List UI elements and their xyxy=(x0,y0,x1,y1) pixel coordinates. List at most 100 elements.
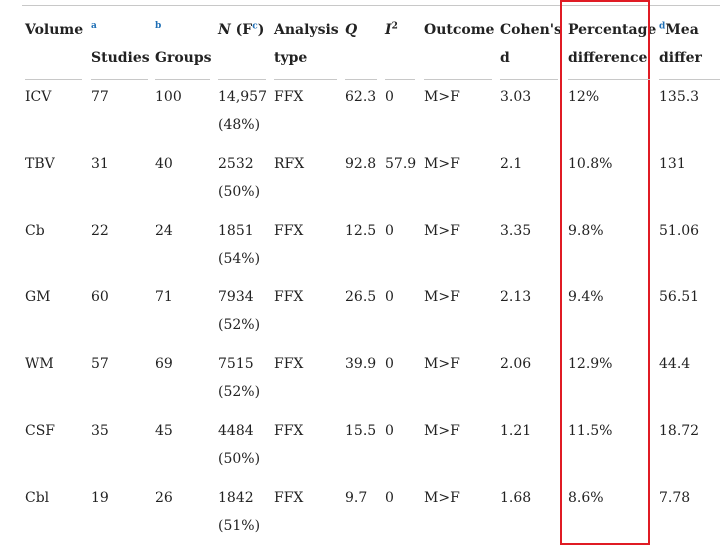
header-groups-sup: b xyxy=(155,14,161,34)
cell-text: 39.9 xyxy=(345,356,377,373)
cell-text: (52%) xyxy=(218,317,261,334)
header-text: Groups xyxy=(155,50,212,66)
cell-text: 0 xyxy=(385,289,394,306)
cell-text: 131 xyxy=(659,155,686,172)
cell-text: 9.8% xyxy=(568,222,604,239)
header-text: d xyxy=(500,50,510,66)
cell-text: 14,957 xyxy=(218,89,267,105)
cell-text: 69 xyxy=(155,356,173,373)
cell-text: M>F xyxy=(424,489,460,506)
header-italic: I xyxy=(385,22,392,38)
header-text: type xyxy=(274,50,308,66)
cell-text: 7.78 xyxy=(659,489,691,506)
cell-text: Cb xyxy=(25,222,45,239)
header-rule xyxy=(424,79,492,80)
header-groups: Groups xyxy=(155,48,212,68)
header-text: Studies xyxy=(91,50,150,66)
header-rule xyxy=(155,79,210,80)
header-rule xyxy=(385,79,415,80)
cell-text: TBV xyxy=(25,155,55,172)
header-mean-2: differ xyxy=(659,48,702,68)
cell-text: 31 xyxy=(91,155,109,172)
cell-text: (50%) xyxy=(218,451,261,467)
cell-text: FFX xyxy=(274,489,304,506)
header-rule xyxy=(345,79,377,80)
cell-text: 11.5% xyxy=(568,423,613,439)
cell-text: 0 xyxy=(385,89,394,105)
header-text: Percentage xyxy=(568,22,657,38)
cell-text: 8.6% xyxy=(568,489,604,506)
cell-text: 18.72 xyxy=(659,423,700,439)
header-sup: a xyxy=(91,21,97,31)
cell-text: M>F xyxy=(424,89,460,105)
cell-text: 44.4 xyxy=(659,356,691,373)
cell-text: 92.8 xyxy=(345,155,377,172)
header-outcome: Outcome xyxy=(424,20,494,40)
header-text: Outcome xyxy=(424,22,495,38)
header-cohens-2: d xyxy=(500,48,510,68)
cell-text: 22 xyxy=(91,222,109,239)
cell-text: RFX xyxy=(274,155,305,172)
header-text: Analysis xyxy=(274,22,339,38)
cell-text: 56.51 xyxy=(659,289,700,306)
cell-text: 57.9 xyxy=(385,155,417,172)
cell-text: 1.21 xyxy=(500,423,532,439)
cell-text: 2532 xyxy=(218,155,254,172)
header-rule xyxy=(568,79,650,80)
header-rule xyxy=(91,79,148,80)
header-sup: b xyxy=(155,21,162,31)
header-analysis-2: type xyxy=(274,48,307,68)
header-rule xyxy=(274,79,337,80)
cell-text: (54%) xyxy=(218,250,261,267)
top-rule xyxy=(22,5,720,6)
cell-text: 26 xyxy=(155,489,173,506)
header-analysis: Analysis xyxy=(274,20,339,40)
cell-text: M>F xyxy=(424,155,460,172)
cell-text: 19 xyxy=(91,489,109,506)
cell-text: FFX xyxy=(274,423,304,439)
cell-text: 3.03 xyxy=(500,89,532,105)
header-text: Mea xyxy=(665,22,699,38)
header-volume: Volume xyxy=(25,20,83,40)
header-sup: 2 xyxy=(391,21,398,32)
cell-text: 9.7 xyxy=(345,489,368,506)
cell-text: 1.68 xyxy=(500,489,532,506)
cell-text: (48%) xyxy=(218,117,261,133)
header-text: ) xyxy=(257,22,265,38)
header-q: Q xyxy=(345,20,357,40)
header-italic: N xyxy=(218,22,231,38)
header-percentage: Percentage xyxy=(568,20,656,40)
cell-text: 135.3 xyxy=(659,89,700,105)
cell-text: M>F xyxy=(424,222,460,239)
cell-text: 26.5 xyxy=(345,289,377,306)
cell-text: 15.5 xyxy=(345,423,377,439)
cell-text: 62.3 xyxy=(345,89,377,105)
header-text: differ xyxy=(659,50,702,66)
header-sup: c xyxy=(252,21,258,32)
cell-text: 7515 xyxy=(218,356,254,373)
cell-text: 0 xyxy=(385,222,394,239)
highlight-box xyxy=(560,0,650,545)
cell-text: 45 xyxy=(155,423,173,439)
cell-text: ICV xyxy=(25,89,52,105)
cell-text: 0 xyxy=(385,356,394,373)
header-rule xyxy=(500,79,558,80)
cell-text: M>F xyxy=(424,289,460,306)
cell-text: 2.1 xyxy=(500,155,523,172)
header-n: N (Fc) xyxy=(218,20,264,40)
cell-text: 100 xyxy=(155,89,182,105)
header-cohens: Cohen's xyxy=(500,20,562,40)
cell-text: WM xyxy=(25,356,54,373)
cell-text: 2.13 xyxy=(500,289,532,306)
cell-text: FFX xyxy=(274,222,304,239)
cell-text: Cbl xyxy=(25,489,50,506)
header-mean: dMea xyxy=(659,20,699,40)
header-text: Cohen's xyxy=(500,22,562,38)
cell-text: 40 xyxy=(155,155,173,172)
cell-text: 9.4% xyxy=(568,289,604,306)
cell-text: 3.35 xyxy=(500,222,532,239)
header-rule xyxy=(659,79,720,80)
cell-text: FFX xyxy=(274,356,304,373)
cell-text: (52%) xyxy=(218,384,261,401)
